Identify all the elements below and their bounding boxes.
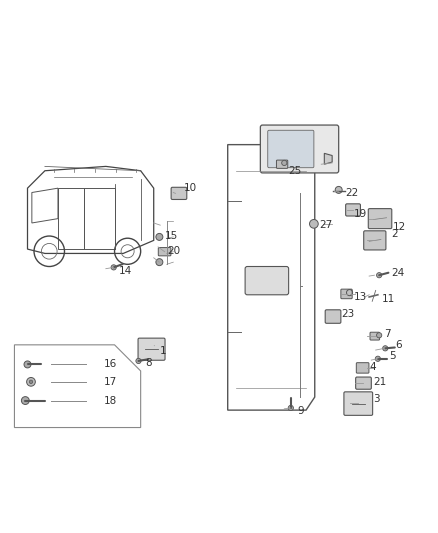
Circle shape (156, 233, 163, 240)
Text: 12: 12 (393, 222, 406, 232)
FancyBboxPatch shape (341, 289, 352, 298)
FancyBboxPatch shape (368, 208, 392, 229)
Text: 27: 27 (319, 220, 332, 230)
Circle shape (24, 361, 31, 368)
Text: 16: 16 (104, 359, 117, 369)
Circle shape (29, 380, 33, 384)
FancyBboxPatch shape (245, 266, 289, 295)
FancyBboxPatch shape (138, 338, 165, 360)
Text: 1: 1 (160, 346, 167, 357)
Circle shape (136, 358, 141, 364)
Circle shape (111, 265, 116, 270)
Circle shape (21, 397, 29, 405)
Text: 14: 14 (119, 266, 132, 276)
FancyBboxPatch shape (370, 332, 380, 340)
Text: 7: 7 (385, 329, 391, 339)
Text: 18: 18 (104, 397, 117, 407)
Circle shape (27, 377, 35, 386)
Text: 4: 4 (369, 361, 376, 372)
Text: 6: 6 (395, 340, 402, 350)
FancyBboxPatch shape (344, 392, 373, 415)
Circle shape (282, 160, 287, 166)
Circle shape (156, 259, 163, 265)
Circle shape (383, 346, 388, 351)
Text: 3: 3 (374, 394, 380, 404)
FancyBboxPatch shape (171, 187, 187, 199)
FancyBboxPatch shape (356, 377, 371, 389)
Text: 11: 11 (382, 294, 396, 304)
Text: 5: 5 (389, 351, 396, 361)
Text: 24: 24 (391, 268, 404, 278)
Text: 21: 21 (374, 377, 387, 387)
Text: 23: 23 (341, 309, 354, 319)
Circle shape (377, 333, 382, 338)
Text: 8: 8 (145, 358, 152, 368)
Text: 9: 9 (297, 406, 304, 416)
Circle shape (335, 187, 342, 193)
FancyBboxPatch shape (158, 247, 171, 256)
Polygon shape (324, 154, 332, 164)
Circle shape (377, 272, 382, 278)
Text: 19: 19 (354, 209, 367, 219)
FancyBboxPatch shape (276, 160, 288, 168)
Text: 17: 17 (104, 377, 117, 387)
Circle shape (310, 220, 318, 228)
FancyBboxPatch shape (346, 204, 360, 216)
Circle shape (375, 356, 381, 361)
FancyBboxPatch shape (325, 310, 341, 324)
Text: 2: 2 (391, 229, 398, 239)
Text: 15: 15 (165, 231, 178, 241)
Text: 22: 22 (345, 188, 358, 198)
FancyBboxPatch shape (268, 130, 314, 168)
Text: 13: 13 (354, 292, 367, 302)
FancyBboxPatch shape (364, 231, 386, 250)
FancyBboxPatch shape (356, 362, 369, 373)
Circle shape (288, 405, 293, 410)
Text: 20: 20 (167, 246, 180, 256)
Text: 25: 25 (289, 166, 302, 176)
Text: 10: 10 (184, 183, 197, 193)
FancyBboxPatch shape (260, 125, 339, 173)
